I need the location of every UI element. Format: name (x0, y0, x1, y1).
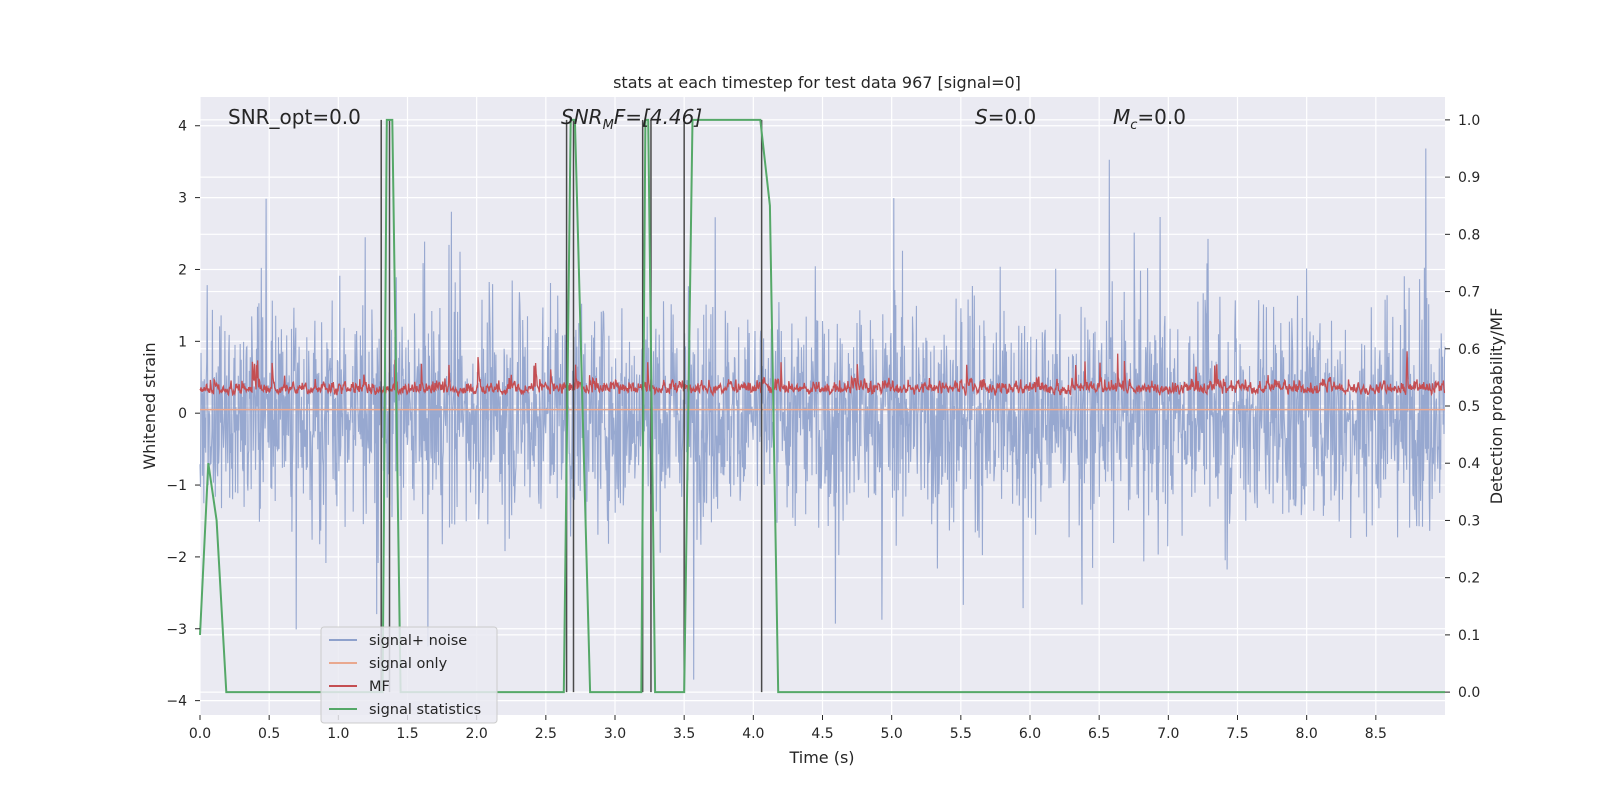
annotation-mc: Mc=0.0 (1113, 105, 1186, 133)
y-tick-label: −2 (166, 550, 187, 566)
y2-axis-label: Detection probability/MF (1487, 308, 1506, 505)
annotation-snr-opt: SNR_opt=0.0 (228, 105, 361, 129)
x-tick-label: 1.5 (396, 726, 418, 742)
y2-tick-label: 0.6 (1458, 342, 1480, 358)
y-axis-ticks: 4 3 2 1 0 −1 −2 −3 −4 (166, 119, 200, 710)
y2-tick-label: 0.7 (1458, 285, 1480, 301)
y-tick-label: 2 (178, 262, 187, 278)
y2-tick-label: 0.1 (1458, 628, 1480, 644)
x-tick-label: 2.5 (535, 726, 557, 742)
x-tick-label: 7.0 (1157, 726, 1179, 742)
y2-tick-label: 0.8 (1458, 227, 1480, 243)
series-line-signal-noise (199, 148, 1446, 680)
chart-title: stats at each timestep for test data 967… (613, 73, 1021, 92)
y2-tick-label: 0.3 (1458, 513, 1480, 529)
y-tick-label: 4 (178, 119, 187, 135)
signal-statistics-series (199, 118, 1445, 694)
y-tick-label: 1 (178, 334, 187, 350)
x-tick-label: 0.0 (189, 726, 211, 742)
y2-tick-label: 0.2 (1458, 571, 1480, 587)
x-tick-label: 1.0 (327, 726, 349, 742)
y2-tick-label: 0.4 (1458, 456, 1480, 472)
series-line-signal-statistics (199, 118, 1445, 694)
legend-item: MF (329, 679, 390, 695)
y2-tick-label: 0.5 (1458, 399, 1480, 415)
legend-label: signal statistics (369, 702, 481, 718)
y2-tick-label: 0.0 (1458, 685, 1480, 701)
legend-item: signal+ noise (329, 633, 467, 649)
y2-tick-label: 1.0 (1458, 113, 1480, 129)
x-tick-label: 4.5 (811, 726, 833, 742)
legend: signal+ noise signal only MF signal stat… (320, 626, 498, 724)
x-tick-label: 4.0 (742, 726, 764, 742)
y-tick-label: −4 (166, 694, 187, 710)
x-tick-label: 3.0 (604, 726, 626, 742)
legend-box (320, 626, 498, 724)
x-tick-label: 2.0 (466, 726, 488, 742)
y-tick-label: 0 (178, 406, 187, 422)
legend-label: signal+ noise (369, 633, 467, 649)
y2-axis-ticks: 1.0 0.9 0.8 0.7 0.6 0.5 0.4 0.3 0.2 0.1 0.0 (1445, 113, 1480, 701)
y-tick-label: −1 (166, 478, 187, 494)
x-axis-ticks: 0.0 0.5 1.0 1.5 2.0 2.5 3.0 3.5 4.0 4.5 5.0 5.5 6.0 6… (189, 715, 1387, 742)
x-tick-label: 7.5 (1226, 726, 1248, 742)
mf-series (199, 351, 1446, 398)
x-tick-label: 5.0 (881, 726, 903, 742)
annotation-snr-mf: SNRMF=[4.46] (561, 105, 702, 133)
legend-item: signal only (329, 656, 448, 672)
x-tick-label: 0.5 (258, 726, 280, 742)
x-tick-label: 8.0 (1296, 726, 1318, 742)
x-axis-label: Time (s) (788, 748, 854, 767)
annotation-s: S=0.0 (975, 105, 1036, 129)
x-tick-label: 6.0 (1019, 726, 1041, 742)
y-tick-label: 3 (178, 191, 187, 207)
signal-noise-series (199, 148, 1446, 680)
legend-item: signal statistics (329, 702, 481, 718)
series-line-mf (199, 351, 1446, 398)
y-tick-label: −3 (166, 622, 187, 638)
legend-label: signal only (369, 656, 448, 672)
y2-tick-label: 0.9 (1458, 170, 1480, 186)
x-tick-label: 8.5 (1365, 726, 1387, 742)
x-tick-label: 3.5 (673, 726, 695, 742)
y-axis-label: Whitened strain (140, 342, 159, 469)
x-tick-label: 6.5 (1088, 726, 1110, 742)
legend-label: MF (369, 679, 390, 695)
x-tick-label: 5.5 (950, 726, 972, 742)
